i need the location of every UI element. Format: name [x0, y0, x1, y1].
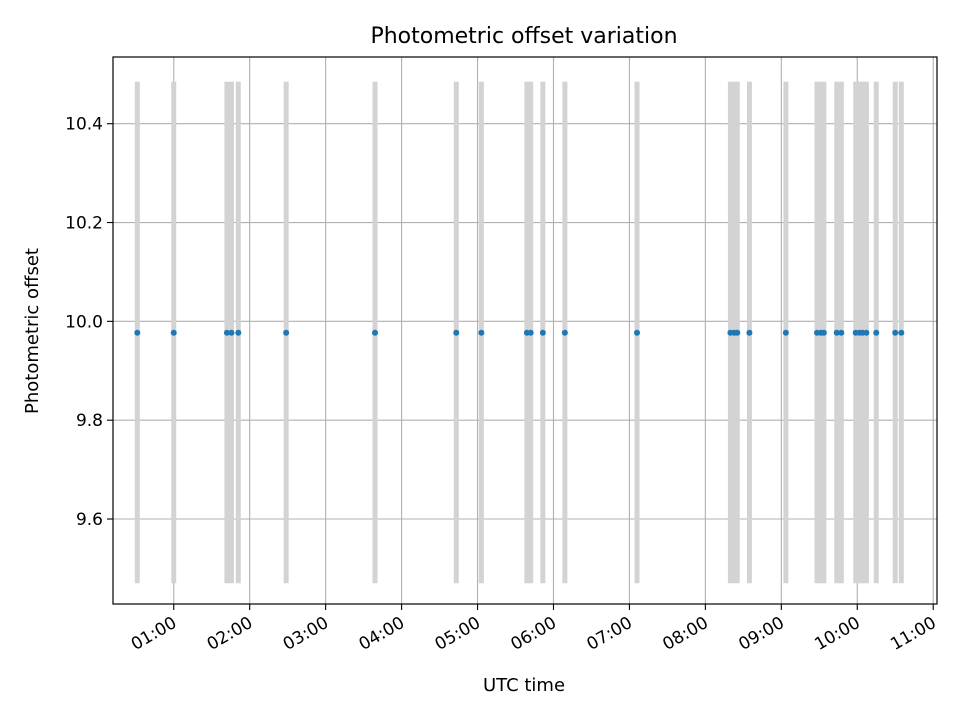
data-point — [873, 329, 880, 336]
data-point — [134, 329, 141, 336]
data-point — [746, 329, 753, 336]
data-point — [539, 329, 546, 336]
data-point — [833, 329, 840, 336]
y-tick-label: 9.6 — [76, 510, 103, 530]
data-point — [478, 329, 485, 336]
data-point — [838, 329, 845, 336]
x-tick-label: 09:00 — [735, 613, 787, 655]
data-point — [453, 329, 460, 336]
data-point — [863, 329, 870, 336]
y-tick-label: 9.8 — [76, 411, 103, 431]
x-tick-label: 01:00 — [128, 613, 180, 655]
x-tick-label: 05:00 — [432, 613, 484, 655]
data-points — [134, 329, 905, 336]
x-tick-label: 03:00 — [280, 613, 332, 655]
x-tick-label: 08:00 — [659, 613, 711, 655]
data-point — [898, 329, 905, 336]
x-tick-label: 04:00 — [356, 613, 408, 655]
x-tick-label: 10:00 — [811, 613, 863, 655]
x-tick-label: 11:00 — [887, 613, 939, 655]
data-point — [820, 329, 827, 336]
data-point — [223, 329, 230, 336]
data-point — [235, 329, 242, 336]
data-point — [561, 329, 568, 336]
y-axis-label: Photometric offset — [22, 248, 43, 414]
y-tick-label: 10.4 — [65, 115, 103, 135]
data-point — [228, 329, 235, 336]
x-tick-label: 06:00 — [508, 613, 560, 655]
chart-title: Photometric offset variation — [370, 24, 677, 49]
y-tick-label: 10.0 — [65, 312, 103, 332]
data-point — [527, 329, 534, 336]
data-point — [283, 329, 290, 336]
data-point — [782, 329, 789, 336]
data-point — [734, 329, 741, 336]
x-axis-label: UTC time — [483, 675, 565, 696]
y-axis-ticks: 9.6 9.8 10.0 10.2 10.4 — [65, 115, 113, 530]
x-axis-ticks: 01:00 02:00 03:00 04:00 05:00 06:00 07:00 08:00… — [128, 604, 940, 655]
data-point — [634, 329, 641, 336]
x-tick-label: 07:00 — [583, 613, 635, 655]
x-tick-label: 02:00 — [204, 613, 256, 655]
data-point — [170, 329, 177, 336]
y-tick-label: 10.2 — [65, 214, 103, 234]
data-point — [892, 329, 899, 336]
plot-frame — [112, 56, 938, 605]
data-point — [372, 329, 379, 336]
